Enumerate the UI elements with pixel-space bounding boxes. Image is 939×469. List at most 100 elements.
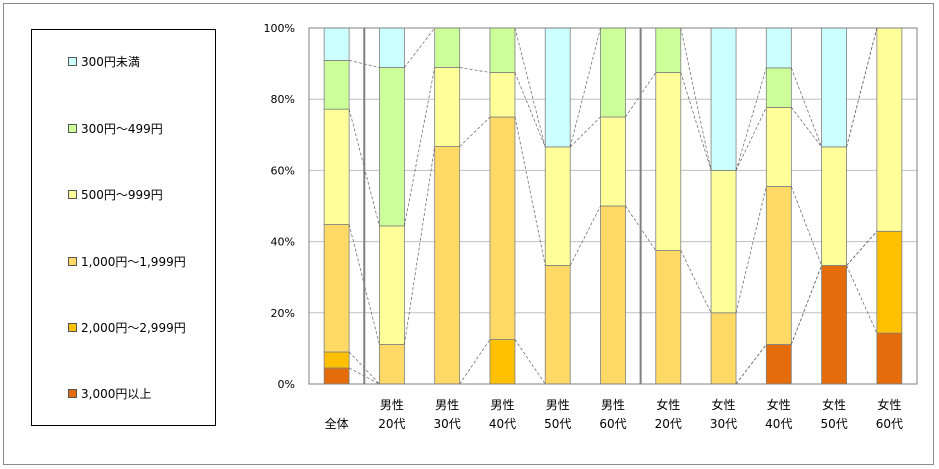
series-line [680, 250, 712, 313]
bar-segment [710, 169, 737, 314]
category-label: 50代 [544, 417, 571, 431]
series-line [790, 186, 822, 266]
bar-segment [489, 27, 516, 73]
category-label: 全体 [325, 416, 349, 431]
category-label: 40代 [489, 417, 516, 431]
chart-legend: 300円未満 300円～499円 500円～999円 1,000円～1,999円… [31, 29, 216, 426]
bar-segment [765, 27, 792, 69]
series-line [680, 27, 712, 171]
bar-segment [710, 27, 737, 171]
bar-segment [379, 27, 405, 68]
series-line [569, 116, 601, 148]
y-tick-label: 80% [271, 93, 295, 106]
series-line [735, 67, 767, 171]
legend-label-2000-2999: 2,000円～2,999円 [81, 320, 186, 335]
category-label: 40代 [765, 417, 792, 431]
category-label: 男性 [490, 398, 514, 412]
bar-segment [600, 27, 626, 118]
category-label: 女性 [822, 397, 846, 412]
bar-segment [765, 344, 792, 385]
series-line [404, 27, 435, 68]
legend-item-3000-plus: 3,000円以上 [68, 386, 152, 401]
series-line [846, 265, 878, 334]
legend-label-1000-1999: 1,000円～1,999円 [81, 254, 186, 269]
category-label: 30代 [710, 417, 737, 431]
bar-segment [821, 146, 847, 266]
bar-segment [434, 67, 461, 147]
series-line [569, 205, 601, 266]
bar-segment [323, 108, 350, 225]
bar-segment [379, 225, 405, 345]
series-line [846, 27, 878, 147]
series-line [680, 72, 712, 171]
bar-segment [544, 265, 571, 385]
bar-segment [323, 351, 350, 369]
legend-label-500-999: 500円～999円 [81, 187, 163, 202]
y-tick-label: 20% [271, 307, 295, 320]
series-line [459, 339, 491, 385]
bar-segment [489, 72, 516, 118]
series-line [404, 146, 436, 345]
series-line [735, 186, 767, 313]
category-label: 60代 [599, 417, 626, 431]
bar-segment [710, 312, 737, 385]
legend-label-under-300: 300円未満 [81, 54, 140, 69]
series-line [514, 116, 546, 266]
category-label: 男性 [546, 398, 570, 412]
legend-swatch-under-300 [68, 56, 77, 66]
series-line [514, 27, 546, 147]
legend-swatch-1000-1999 [68, 256, 77, 266]
legend-item-300-499: 300円～499円 [68, 121, 163, 136]
bar-segment [489, 339, 516, 385]
series-line [790, 265, 822, 345]
y-tick-label: 0% [278, 378, 295, 391]
category-label: 30代 [434, 417, 461, 431]
category-label: 20代 [378, 417, 405, 431]
category-label: 女性 [656, 397, 680, 412]
legend-swatch-3000-plus [68, 388, 77, 398]
bar-segment [876, 332, 903, 385]
bar-segment [655, 27, 682, 73]
bar-segment [323, 224, 350, 353]
bar-segment [379, 344, 405, 385]
bar-segment [821, 27, 847, 148]
category-label: 50代 [820, 417, 847, 431]
category-label: 女性 [712, 397, 736, 412]
bar-segment [544, 146, 571, 266]
y-tick-label: 40% [271, 236, 295, 249]
bar-segment [876, 27, 903, 232]
category-label: 女性 [877, 397, 901, 412]
legend-swatch-500-999 [68, 189, 77, 199]
category-label: 男性 [601, 398, 625, 412]
series-line [735, 107, 767, 171]
legend-label-300-499: 300円～499円 [81, 121, 163, 136]
series-line [404, 67, 436, 227]
legend-item-1000-1999: 1,000円～1,999円 [68, 254, 186, 269]
bar-segment [600, 205, 626, 385]
bar-segment [434, 146, 461, 385]
legend-swatch-300-499 [68, 123, 77, 133]
bar-segment [323, 27, 350, 61]
legend-item-under-300: 300円未満 [68, 54, 140, 69]
bar-segment [544, 27, 571, 148]
bar-segment [600, 116, 626, 207]
series-line [790, 67, 822, 148]
series-line [459, 67, 491, 73]
bar-segment [765, 106, 792, 187]
legend-item-2000-2999: 2,000円～2,999円 [68, 320, 186, 335]
category-label: 女性 [767, 397, 791, 412]
bar-segment [765, 67, 792, 108]
series-line [514, 72, 546, 148]
series-line [735, 344, 767, 385]
bar-segment [379, 67, 405, 227]
category-label: 男性 [380, 398, 404, 412]
bar-segment [323, 367, 350, 385]
series-line [791, 107, 822, 148]
series-line [514, 339, 546, 385]
y-tick-label: 100% [264, 22, 295, 35]
legend-item-500-999: 500円～999円 [68, 187, 163, 202]
category-label: 男性 [435, 398, 459, 412]
legend-label-3000-plus: 3,000円以上 [81, 386, 152, 401]
legend-swatch-2000-2999 [68, 322, 77, 332]
